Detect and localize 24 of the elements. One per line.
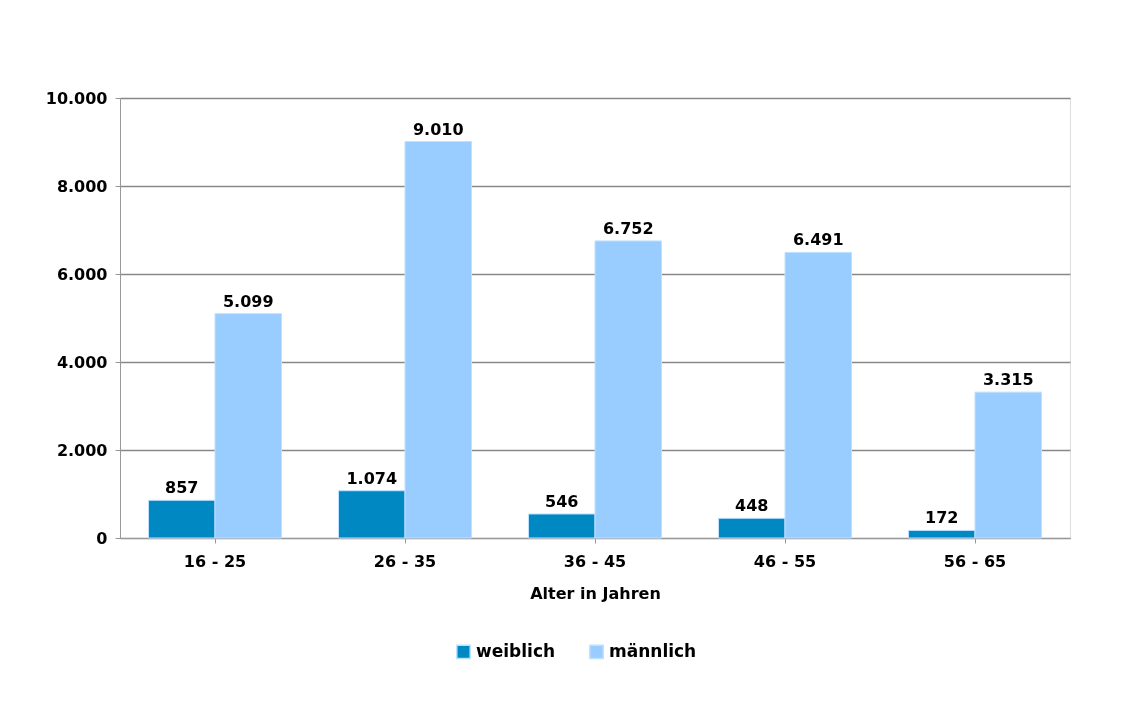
data-label: 448 bbox=[735, 496, 769, 516]
data-label: 6.491 bbox=[792, 230, 844, 250]
data-label: 6.752 bbox=[602, 218, 654, 238]
y-tick-label: 6.000 bbox=[56, 264, 108, 284]
x-axis-title: Alter in Jahren bbox=[530, 583, 661, 603]
data-label: 1.074 bbox=[346, 468, 398, 488]
data-label: 546 bbox=[545, 491, 579, 511]
x-tick-label: 46 - 55 bbox=[753, 551, 817, 571]
x-tick-label: 56 - 65 bbox=[943, 551, 1007, 571]
x-tick-label: 16 - 25 bbox=[183, 551, 247, 571]
legend-label: weiblich bbox=[476, 640, 556, 661]
data-label: 857 bbox=[165, 478, 199, 498]
data-label: 9.010 bbox=[412, 119, 464, 139]
y-tick-label: 8.000 bbox=[56, 176, 108, 196]
y-tick-label: 4.000 bbox=[56, 352, 108, 372]
y-tick-label: 0 bbox=[96, 528, 108, 548]
y-tick-label: 10.000 bbox=[45, 88, 108, 108]
x-tick-label: 26 - 35 bbox=[373, 551, 437, 571]
data-label: 172 bbox=[925, 508, 959, 528]
x-tick-label: 36 - 45 bbox=[563, 551, 627, 571]
data-label: 3.315 bbox=[982, 370, 1034, 390]
y-tick-label: 2.000 bbox=[56, 440, 108, 460]
legend-label: männlich bbox=[609, 640, 697, 661]
data-label: 5.099 bbox=[222, 291, 274, 311]
